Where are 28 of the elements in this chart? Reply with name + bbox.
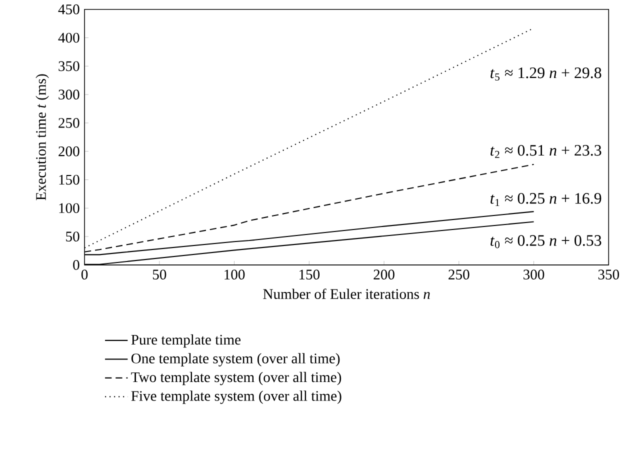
y-tick-label: 200 <box>58 146 80 156</box>
x-tick-label: 300 <box>524 270 544 280</box>
x-axis-title: Number of Euler iterations n <box>263 288 430 300</box>
legend-label: Two template system (over all time) <box>131 372 342 386</box>
y-tick-label: 250 <box>58 118 80 128</box>
legend-label: Five template system (over all time) <box>131 390 342 404</box>
y-tick-label: 0 <box>73 260 80 270</box>
annotation: t$_{5}$ ≈ 1.29 n + 29.8 <box>490 68 602 81</box>
y-tick-label: 50 <box>66 232 80 242</box>
legend-label: Pure template time <box>131 334 241 348</box>
x-tick-label: 200 <box>374 270 394 280</box>
annotation: t$_{1}$ ≈ 0.25 n + 16.9 <box>490 193 602 206</box>
legend-label: One template system (over all time) <box>131 353 340 366</box>
y-tick-label: 400 <box>58 32 80 43</box>
annotation: t$_{2}$ ≈ 0.51 n + 23.3 <box>490 145 602 158</box>
x-tick-label: 350 <box>598 270 620 280</box>
x-tick-label: 50 <box>152 270 166 280</box>
y-tick-label: 100 <box>59 203 80 214</box>
y-tick-label: 300 <box>58 90 80 100</box>
annotation: t$_{0}$ ≈ 0.25 n + 0.53 <box>490 235 602 248</box>
y-tick-label: 450 <box>58 4 80 14</box>
y-tick-label: 350 <box>58 61 80 72</box>
x-tick-label: 150 <box>300 270 320 280</box>
y-axis-title: Execution time t (ms) <box>36 74 49 200</box>
y-tick-label: 150 <box>59 174 80 185</box>
x-tick-label: 0 <box>81 270 88 280</box>
x-tick-label: 100 <box>224 270 245 280</box>
x-tick-label: 250 <box>448 270 470 280</box>
